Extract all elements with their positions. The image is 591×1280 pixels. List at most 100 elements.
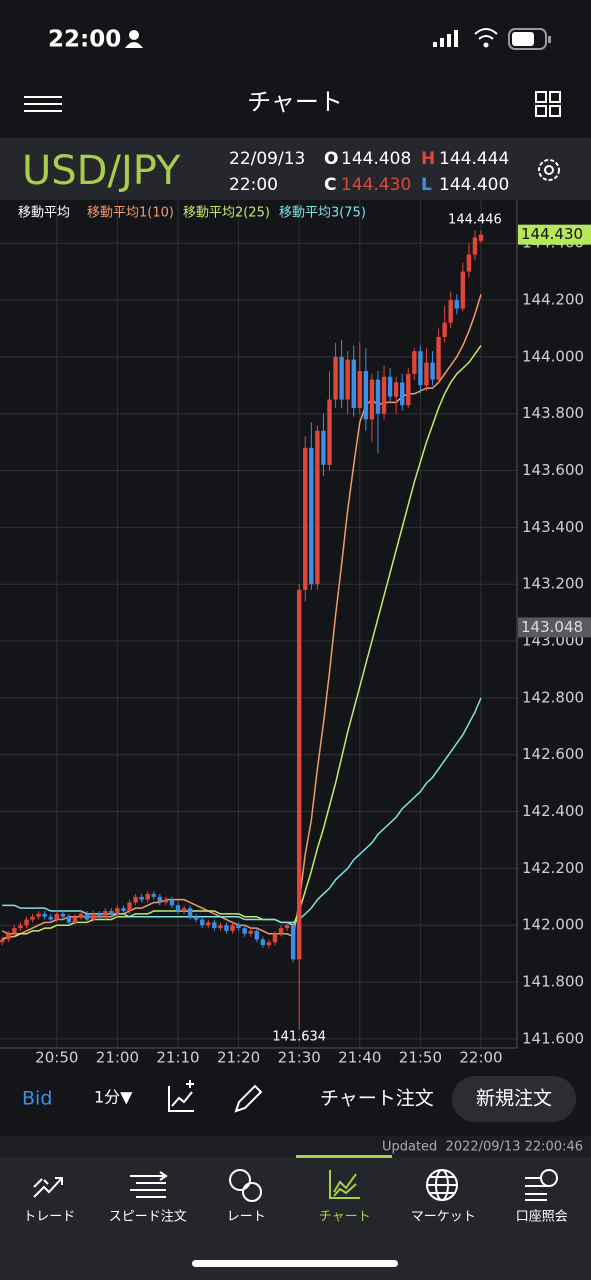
tab-label[interactable]: チャート [319,1210,371,1225]
candle-body [290,925,296,960]
interval-select[interactable]: 1分▼ [94,1088,133,1107]
candle-body [284,925,290,929]
tabs: トレード スピード注文 レート チャート マーケット 口座照会 [23,1210,568,1225]
tab-label[interactable]: マーケット [411,1210,476,1225]
legend-entry: 移動平均3(75) [279,206,366,221]
candle-body [36,913,41,917]
candle-body [72,916,78,923]
legend-entry: 移動平均1(10) [87,206,174,221]
price-tag-label: 144.430 [521,225,583,243]
candle-body [218,925,223,929]
candle-body [424,362,429,386]
candle-body [418,351,423,386]
tab-label[interactable]: 口座照会 [516,1210,568,1225]
price-tag [518,617,591,638]
extreme-label: 141.634 [272,1030,326,1045]
header-title: チャート [247,88,343,116]
candle-body [260,939,266,946]
low-value: 144.400 [439,175,509,195]
candle-body [381,376,387,414]
candle-body [12,928,17,934]
candle-body [272,933,278,943]
grid [0,200,517,1048]
candle-body [169,899,175,906]
y-tick-label: 142.600 [522,745,584,763]
tab-icons [33,1169,558,1202]
tab-label[interactable]: トレード [23,1210,75,1225]
y-tick-label: 141.600 [522,1029,584,1047]
candle-body [103,911,108,917]
menu-button[interactable] [24,96,62,112]
close-label: C [324,175,336,195]
candle-body [18,925,23,929]
candle-body [109,911,114,914]
status-icons [125,28,551,50]
candle-body [387,376,393,397]
currency-pair[interactable]: USD/JPY [22,148,181,194]
y-tick-label: 143.400 [522,518,584,536]
layout-button[interactable] [535,91,561,117]
candle-body [66,916,72,923]
indicator-button[interactable] [168,1080,194,1112]
y-tick-label: 142.800 [522,688,584,706]
extreme-label: 144.446 [448,213,502,228]
candle-body [309,447,314,585]
open-value: 144.408 [341,149,411,169]
candle-body [472,237,478,255]
candle-body [181,908,187,912]
candle-body [42,913,47,917]
candle-body [127,902,132,912]
home-indicator [192,1260,398,1267]
y-tick-label: 142.200 [522,859,584,877]
candle-body [121,908,126,912]
candle-body [30,916,35,920]
x-tick-label: 21:10 [156,1049,199,1067]
candle-body [224,925,229,931]
candle-body [230,925,235,931]
candle-body [48,916,53,920]
candle-body [351,359,356,409]
candle-body [303,447,308,590]
new-order-bg[interactable] [452,1076,576,1122]
x-tick-label: 22:00 [459,1049,502,1067]
tab-label[interactable]: レート [227,1210,266,1225]
ma-line [1,345,482,941]
side-toggle[interactable]: Bid [22,1088,52,1110]
candle-body [357,371,362,409]
updated-bar [0,1136,591,1157]
low-label: L [421,175,432,195]
candle-body [175,905,181,912]
tab-bar [0,1157,591,1280]
legend-entry: 移動平均2(25) [183,206,270,221]
updated-time: Updated 2022/09/13 22:00:46 [382,1140,583,1155]
candle-body [54,913,59,920]
x-tick-label: 21:20 [217,1049,260,1067]
candle-body [297,589,302,960]
new-order-button[interactable]: 新規注文 [476,1088,552,1110]
axis: 141.600 141.800 142.000 142.200 142.400 142.6… [0,200,591,1067]
tab-label[interactable]: スピード注文 [109,1210,187,1225]
candle-body [460,271,466,309]
draw-button[interactable] [234,1084,263,1113]
high-label: H [421,149,435,169]
open-label: O [324,149,338,169]
x-tick-label: 21:40 [338,1049,381,1067]
candle-body [206,922,211,926]
candle-body [327,399,332,465]
candle-body [339,356,344,400]
candle-body [363,371,369,420]
candle-body [333,356,338,400]
legend-title: 移動平均 [18,206,70,221]
candle-body [60,913,66,917]
candle-body [84,913,90,920]
candle-body [315,430,320,585]
chart-order-button[interactable]: チャート注文 [320,1088,434,1110]
candle-body [163,899,169,903]
price-tag [518,224,591,245]
settings-button[interactable] [538,159,560,181]
candle-body [278,928,284,934]
y-tick-label: 143.800 [522,404,584,422]
candle-body [24,919,29,926]
candle-body [442,322,447,337]
candle-body [115,908,120,914]
